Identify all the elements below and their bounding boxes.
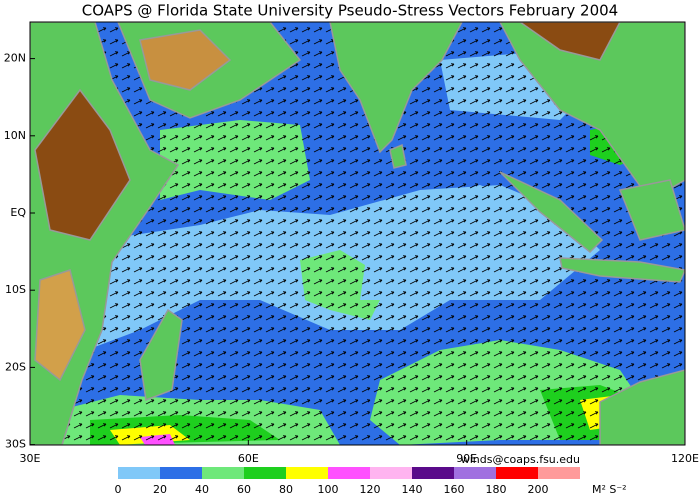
colorbar-tick-label: 120 [360, 483, 381, 496]
lat-label: 10S [5, 283, 26, 296]
colorbar-swatch [118, 467, 160, 479]
lon-label: 90E [456, 452, 477, 465]
colorbar-tick-label: 20 [153, 483, 167, 496]
credit: winds@coaps.fsu.edu [461, 453, 580, 466]
land [30, 22, 685, 445]
colorbar-swatch [160, 467, 202, 479]
colorbar-swatch [328, 467, 370, 479]
lon-label: 30E [20, 452, 41, 465]
map-frame [29, 21, 686, 446]
colorbar-tick-label: 180 [486, 483, 507, 496]
colorbar-tick-label: 80 [279, 483, 293, 496]
lat-label: 30S [5, 438, 26, 451]
lat-label: 20S [5, 360, 26, 373]
lon-label: 60E [238, 452, 259, 465]
colorbar-swatch [454, 467, 496, 479]
lon-label: 120E [671, 452, 699, 465]
lat-label: 20N [4, 52, 26, 65]
colorbar-swatch [496, 467, 538, 479]
map [30, 22, 685, 445]
title: COAPS @ Florida State University Pseudo-… [82, 2, 618, 20]
colorbar-tick-label: 60 [237, 483, 251, 496]
colorbar-tick-label: 100 [318, 483, 339, 496]
colorbar-swatch [286, 467, 328, 479]
colorbar-swatch [538, 467, 580, 479]
colorbar-swatch [412, 467, 454, 479]
colorbar-tick-label: 140 [402, 483, 423, 496]
lat-label: EQ [10, 206, 26, 219]
colorbar-tick-label: 200 [528, 483, 549, 496]
colorbar-tick-label: 0 [115, 483, 122, 496]
colorbar-swatch [370, 467, 412, 479]
colorbar-unit: M² S⁻² [592, 483, 627, 496]
colorbar-swatch [202, 467, 244, 479]
colorbar-swatch [244, 467, 286, 479]
lat-label: 10N [4, 129, 26, 142]
colorbar-tick-label: 160 [444, 483, 465, 496]
colorbar-tick-label: 40 [195, 483, 209, 496]
